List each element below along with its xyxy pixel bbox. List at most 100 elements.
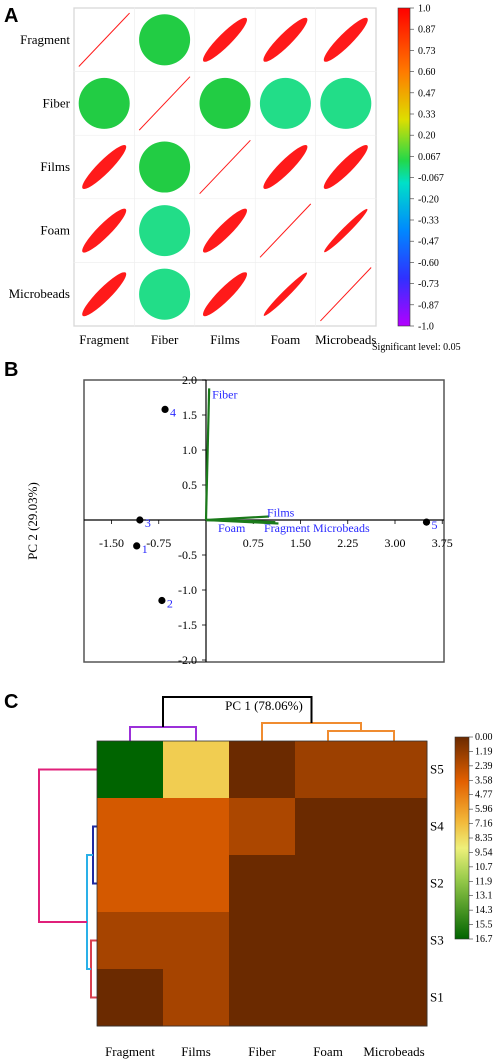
correlation-ellipse	[82, 272, 127, 317]
correlation-colorbar-label: 0.87	[418, 25, 436, 36]
heatmap-cell	[361, 798, 428, 856]
correlation-ellipse	[139, 141, 191, 193]
loading-vector	[205, 518, 279, 525]
heatmap-row-label: S3	[430, 933, 444, 948]
heatmap-colorbar-label: 14.3	[475, 905, 493, 916]
correlation-diagonal-line	[320, 267, 372, 322]
pca-x-tick-label: -0.75	[146, 536, 171, 550]
pca-x-tick-label: 1.50	[290, 536, 311, 550]
loading-label-foam: Foam	[218, 521, 246, 535]
correlation-ellipse	[202, 208, 248, 253]
correlation-colorbar-label: -0.87	[418, 300, 439, 311]
correlation-diagonal-line	[138, 76, 191, 131]
correlation-colorbar-label: -0.33	[418, 216, 439, 227]
correlation-ellipse	[82, 144, 127, 190]
correlation-ellipse	[199, 77, 251, 129]
correlation-col-label: Fiber	[151, 332, 179, 347]
heatmap-cell	[163, 798, 230, 856]
heatmap-cell	[361, 912, 428, 970]
correlation-ellipse	[82, 208, 127, 253]
panel-b-letter: B	[4, 359, 18, 381]
pca-point-label: 1	[142, 542, 148, 556]
pca-point	[158, 596, 166, 605]
heatmap-col-label: Microbeads	[363, 1044, 424, 1059]
pca-point-label: 5	[432, 518, 438, 532]
heatmap-cell	[97, 969, 164, 1027]
pca-x-tick-label: 2.25	[337, 536, 358, 550]
pca-y-tick-label: -1.5	[178, 618, 197, 632]
correlation-colorbar-label: -0.47	[418, 237, 439, 248]
dendrogram-left-branch	[86, 854, 93, 970]
heatmap-cell	[229, 855, 296, 913]
correlation-ellipse	[78, 77, 130, 129]
heatmap-cell	[229, 912, 296, 970]
heatmap-col-label: Fragment	[105, 1044, 155, 1059]
heatmap-cell	[295, 798, 362, 856]
correlation-ellipse	[263, 17, 308, 62]
correlation-ellipse	[202, 17, 248, 62]
heatmap-cell	[163, 969, 230, 1027]
loading-label-fiber: Fiber	[212, 387, 237, 401]
heatmap-colorbar-label: 4.77	[475, 790, 493, 801]
correlation-diagonal-line	[199, 139, 251, 195]
heatmap-colorbar-label: 3.58	[475, 775, 493, 786]
heatmap-colorbar-label: 16.7	[475, 934, 493, 945]
pca-point	[161, 405, 169, 413]
heatmap-cell	[97, 741, 164, 799]
pca-y-tick-label: 1.0	[182, 443, 197, 457]
correlation-ellipse	[139, 205, 191, 257]
correlation-colorbar-label: -0.73	[418, 279, 439, 290]
correlation-colorbar-label: 0.47	[418, 88, 436, 99]
correlation-ellipse	[139, 14, 191, 66]
clustered-heatmap: PC 1 (78.06%) S5 S4 S2 S3 S1 Fragment Films Fi…	[38, 696, 493, 1059]
heatmap-colorbar-label: 0.00	[475, 732, 493, 743]
correlation-col-label: Foam	[271, 332, 301, 347]
correlation-row-label: Films	[40, 159, 70, 174]
correlation-matrix: Fragment Fiber Films Foam Microbeads Fragmen…	[9, 4, 461, 354]
heatmap-row-label: S2	[430, 876, 444, 891]
pca-y-tick-label: 0.5	[182, 478, 197, 492]
pca-x-tick-label: -1.50	[99, 536, 124, 550]
heatmap-row-label: S5	[430, 762, 444, 777]
correlation-diagonal-line	[78, 12, 130, 67]
dendrogram-top-branch	[129, 726, 197, 741]
correlation-colorbar-label: 1.0	[418, 4, 431, 15]
heatmap-cell	[361, 969, 428, 1027]
dendrogram-top-branch	[327, 730, 395, 741]
heatmap-cell	[295, 912, 362, 970]
correlation-ellipse	[202, 272, 248, 317]
correlation-colorbar-label: 0.20	[418, 131, 436, 142]
correlation-colorbar-label: 0.067	[418, 152, 441, 163]
correlation-ellipse	[323, 17, 368, 62]
pca-point	[422, 518, 431, 526]
correlation-colorbar	[397, 7, 411, 327]
loading-label-overlap: Fragment Microbeads	[264, 521, 370, 535]
correlation-row-label: Microbeads	[9, 286, 70, 301]
heatmap-cell	[361, 855, 428, 913]
correlation-ellipse	[324, 208, 368, 253]
heatmap-frame	[96, 740, 428, 1027]
correlation-ellipse	[139, 268, 191, 320]
heatmap-colorbar-label: 5.96	[475, 804, 493, 815]
correlation-ellipse	[263, 272, 308, 316]
correlation-colorbar-label: 0.73	[418, 46, 436, 57]
heatmap-cell	[295, 855, 362, 913]
heatmap-cell	[97, 912, 164, 970]
heatmap-row-label: S1	[430, 990, 444, 1005]
correlation-colorbar-label: -0.60	[418, 258, 439, 269]
correlation-diagonal-line	[259, 203, 312, 258]
pca-biplot: -1.50 -0.75 0.75 1.50 2.25 3.00 3.75 2.0 1.5 1.0 0…	[25, 373, 453, 667]
panel-a-letter: A	[4, 5, 18, 27]
correlation-row-label: Fragment	[20, 32, 70, 47]
heatmap-colorbar-label: 10.7	[475, 862, 493, 873]
dendrogram-left-branch	[92, 825, 97, 885]
heatmap-colorbar-label: 9.54	[475, 847, 493, 858]
correlation-ellipse	[263, 144, 308, 190]
heatmap-cell	[229, 798, 296, 856]
pca-x-tick-label: 3.00	[385, 536, 406, 550]
dendrogram-left-branch	[90, 939, 97, 999]
heatmap-cell	[163, 912, 230, 970]
correlation-colorbar-label: -0.20	[418, 194, 439, 205]
correlation-cell	[315, 262, 377, 327]
